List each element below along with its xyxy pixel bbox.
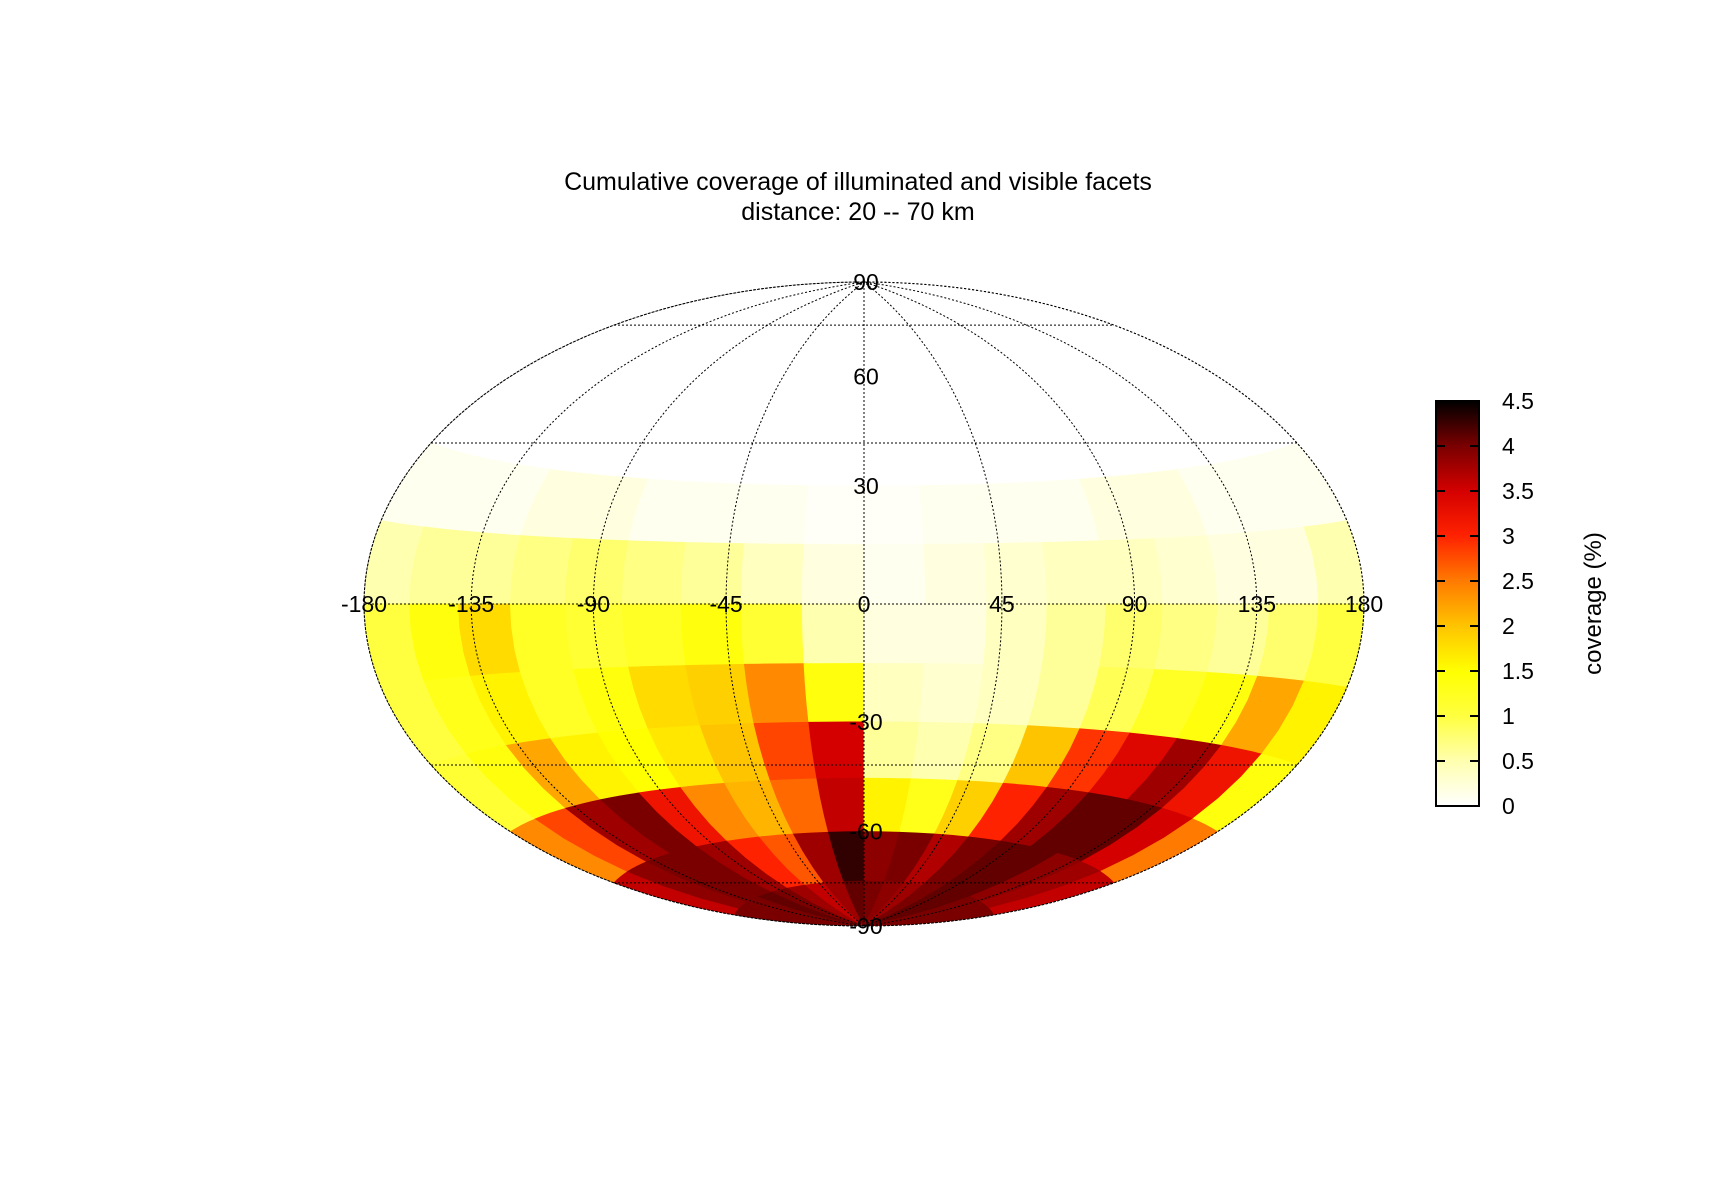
colorbar-tick-label: 2 <box>1502 613 1515 639</box>
colorbar-label: coverage (%) <box>1580 532 1607 675</box>
map-outline <box>363 281 1365 927</box>
coverage-cell <box>863 603 927 665</box>
coverage-cell <box>918 484 985 545</box>
colorbar-tick-label: 4.5 <box>1502 388 1534 414</box>
colorbar-tick-label: 0.5 <box>1502 748 1534 774</box>
meridian-line <box>863 281 1136 927</box>
colorbar-tick-label: 1.5 <box>1502 658 1534 684</box>
chart-title: Cumulative coverage of illuminated and v… <box>564 168 1152 196</box>
longitude-tick-label: -45 <box>709 591 742 617</box>
latitude-tick-label: 30 <box>853 473 879 499</box>
coverage-cell <box>743 484 810 545</box>
latitude-tick-label: -30 <box>849 709 882 735</box>
colorbar-tick-label: 1 <box>1502 703 1515 729</box>
coverage-cell <box>923 603 988 665</box>
coverage-cell <box>743 663 810 724</box>
longitude-tick-label: 135 <box>1238 591 1276 617</box>
coverage-cell <box>801 543 865 605</box>
longitude-tick-label: 0 <box>858 591 871 617</box>
colorbar-tick-label: 0 <box>1502 793 1515 819</box>
axis-tick-labels: -180 -135 -90 -45 0 45 90 135 180 90 60 30 -30 -60 -90 <box>341 269 1383 939</box>
coverage-cell <box>1041 540 1107 605</box>
coverage-cell <box>801 603 865 665</box>
chart-subtitle: distance: 20 -- 70 km <box>741 198 975 226</box>
coverage-cell <box>863 907 994 926</box>
meridian-line <box>470 281 865 927</box>
coverage-cell <box>740 603 805 665</box>
colorbar-tick-label: 3.5 <box>1502 478 1534 504</box>
latitude-tick-label: -90 <box>849 913 882 939</box>
coverage-cell <box>509 535 574 605</box>
longitude-tick-label: 45 <box>989 591 1015 617</box>
coverage-cell <box>1154 535 1219 605</box>
coverage-cell <box>863 543 927 605</box>
meridian-line <box>592 281 865 927</box>
latitude-tick-label: 60 <box>853 363 879 389</box>
coverage-cell <box>1154 603 1219 673</box>
coverage-cell <box>1041 603 1107 668</box>
colorbar-tick-label: 4 <box>1502 433 1515 459</box>
colorbar-gradient <box>1435 400 1480 807</box>
longitude-tick-label: 90 <box>1122 591 1148 617</box>
coverage-cells <box>364 282 1364 926</box>
colorbar-tick-label: 3 <box>1502 523 1515 549</box>
coverage-cell <box>621 540 687 605</box>
meridian-line <box>863 281 1258 927</box>
longitude-tick-label: -180 <box>341 591 387 617</box>
coverage-cell <box>923 543 988 605</box>
coverage-cell <box>1303 520 1364 605</box>
colorbar-tick-label: 2.5 <box>1502 568 1534 594</box>
longitude-tick-label: -135 <box>448 591 494 617</box>
longitude-tick-label: -90 <box>577 591 610 617</box>
coverage-cell <box>621 603 687 668</box>
coverage-cell <box>740 543 805 605</box>
meridian-line <box>863 281 1003 927</box>
coverage-cell <box>509 603 574 673</box>
latitude-tick-label: -60 <box>849 819 882 845</box>
longitude-tick-label: 180 <box>1345 591 1383 617</box>
coverage-cell <box>918 663 985 724</box>
latitude-tick-label: 90 <box>853 269 879 295</box>
colorbar: 0 0.5 1 1.5 2 2.5 3 3.5 4 4.5 coverage (%) <box>1435 388 1607 819</box>
meridian-line <box>725 281 865 927</box>
